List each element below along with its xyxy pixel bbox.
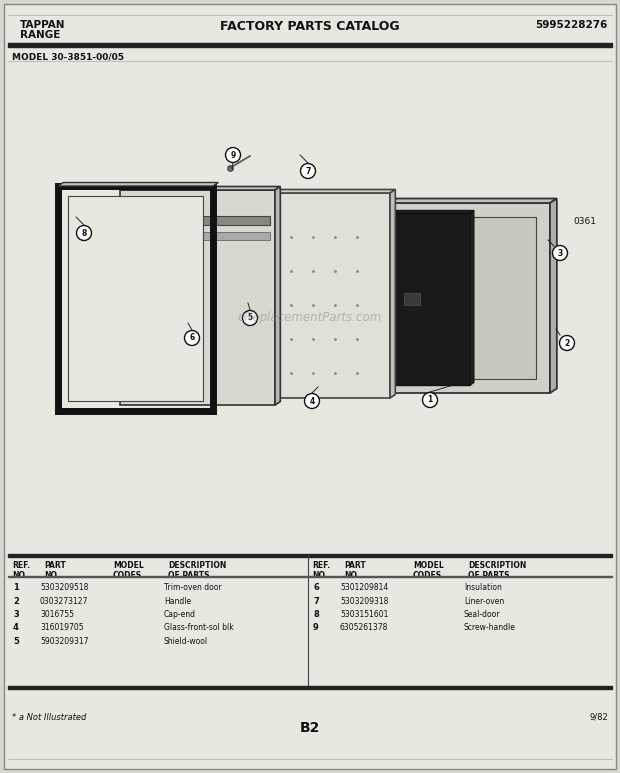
Circle shape: [242, 311, 257, 325]
Text: REF.
NO.: REF. NO.: [312, 561, 330, 581]
Text: TAPPAN: TAPPAN: [20, 20, 66, 30]
Text: Trim-oven door: Trim-oven door: [164, 583, 221, 592]
Bar: [123, 327, 131, 335]
Polygon shape: [390, 189, 396, 398]
Text: Screw-handle: Screw-handle: [464, 624, 516, 632]
Text: 6: 6: [313, 583, 319, 592]
Bar: [8, 554, 612, 557]
Polygon shape: [58, 182, 218, 186]
Polygon shape: [390, 199, 557, 203]
Text: Cap-end: Cap-end: [164, 610, 196, 619]
Text: 9: 9: [231, 151, 236, 159]
Polygon shape: [390, 203, 550, 393]
Polygon shape: [68, 196, 203, 401]
Circle shape: [185, 331, 200, 346]
Circle shape: [304, 393, 319, 408]
Text: Shield-wool: Shield-wool: [164, 637, 208, 646]
Polygon shape: [205, 193, 390, 398]
Text: 2: 2: [564, 339, 570, 348]
Text: 5903209317: 5903209317: [40, 637, 89, 646]
Text: 9: 9: [313, 624, 319, 632]
Text: 7: 7: [305, 166, 311, 175]
Circle shape: [422, 393, 438, 407]
Bar: [404, 293, 420, 305]
Bar: [8, 686, 612, 689]
Circle shape: [301, 164, 316, 179]
Text: 0361: 0361: [573, 217, 596, 226]
Text: 4: 4: [13, 624, 19, 632]
Text: 1: 1: [13, 583, 19, 592]
Text: MODEL 30-3851-00/05: MODEL 30-3851-00/05: [12, 53, 124, 62]
Bar: [404, 217, 536, 379]
Polygon shape: [275, 186, 280, 405]
Text: 316019705: 316019705: [40, 624, 84, 632]
Text: PART
NO.: PART NO.: [344, 561, 366, 581]
Text: 1: 1: [427, 396, 433, 404]
Bar: [123, 297, 131, 305]
Bar: [125, 232, 270, 240]
Text: 2: 2: [13, 597, 19, 605]
Text: eReplacementParts.com: eReplacementParts.com: [238, 311, 382, 323]
Text: 3016755: 3016755: [40, 610, 74, 619]
Text: Glass-front-sol blk: Glass-front-sol blk: [164, 624, 234, 632]
Text: 5303209318: 5303209318: [340, 597, 388, 605]
Text: 5303209518: 5303209518: [40, 583, 89, 592]
Text: PART
NO.: PART NO.: [44, 561, 66, 581]
Text: B2: B2: [300, 721, 320, 735]
Circle shape: [226, 148, 241, 162]
Text: 5303151601: 5303151601: [340, 610, 388, 619]
Bar: [384, 290, 392, 306]
Polygon shape: [355, 213, 470, 385]
Text: * a Not Illustrated: * a Not Illustrated: [12, 713, 86, 722]
Circle shape: [552, 246, 567, 261]
Text: 4: 4: [309, 397, 314, 406]
Text: DESCRIPTION
OF PARTS: DESCRIPTION OF PARTS: [468, 561, 526, 581]
Text: DESCRIPTION
OF PARTS: DESCRIPTION OF PARTS: [168, 561, 226, 581]
Bar: [8, 576, 612, 577]
Polygon shape: [550, 199, 557, 393]
Text: 3: 3: [557, 248, 562, 257]
Text: REF.
NO.: REF. NO.: [12, 561, 30, 581]
Circle shape: [76, 226, 92, 240]
Bar: [123, 357, 131, 365]
Polygon shape: [120, 190, 275, 405]
Text: FACTORY PARTS CATALOG: FACTORY PARTS CATALOG: [220, 20, 400, 33]
Text: 7: 7: [313, 597, 319, 605]
Text: Liner-oven: Liner-oven: [464, 597, 504, 605]
Text: 6305261378: 6305261378: [340, 624, 388, 632]
Text: 8: 8: [313, 610, 319, 619]
Circle shape: [559, 335, 575, 350]
Text: RANGE: RANGE: [20, 30, 60, 40]
Bar: [115, 283, 121, 313]
Polygon shape: [120, 186, 280, 190]
Text: 5: 5: [13, 637, 19, 646]
Text: 3: 3: [13, 610, 19, 619]
Text: 9/82: 9/82: [589, 713, 608, 722]
Bar: [125, 216, 270, 225]
Bar: [8, 43, 612, 47]
Text: MODEL
CODES: MODEL CODES: [413, 561, 444, 581]
Polygon shape: [470, 210, 474, 385]
Text: 5: 5: [247, 314, 252, 322]
Text: Handle: Handle: [164, 597, 191, 605]
Text: Insulation: Insulation: [464, 583, 502, 592]
Text: 5995228276: 5995228276: [536, 20, 608, 30]
Text: 0303273127: 0303273127: [40, 597, 89, 605]
Text: 8: 8: [81, 229, 87, 237]
Polygon shape: [205, 189, 396, 193]
Polygon shape: [355, 210, 474, 213]
Text: 6: 6: [189, 333, 195, 342]
Text: Seal-door: Seal-door: [464, 610, 500, 619]
Text: 5301209814: 5301209814: [340, 583, 388, 592]
Text: MODEL
CODES: MODEL CODES: [113, 561, 144, 581]
